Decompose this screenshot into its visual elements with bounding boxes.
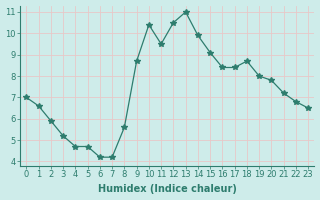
- X-axis label: Humidex (Indice chaleur): Humidex (Indice chaleur): [98, 184, 237, 194]
